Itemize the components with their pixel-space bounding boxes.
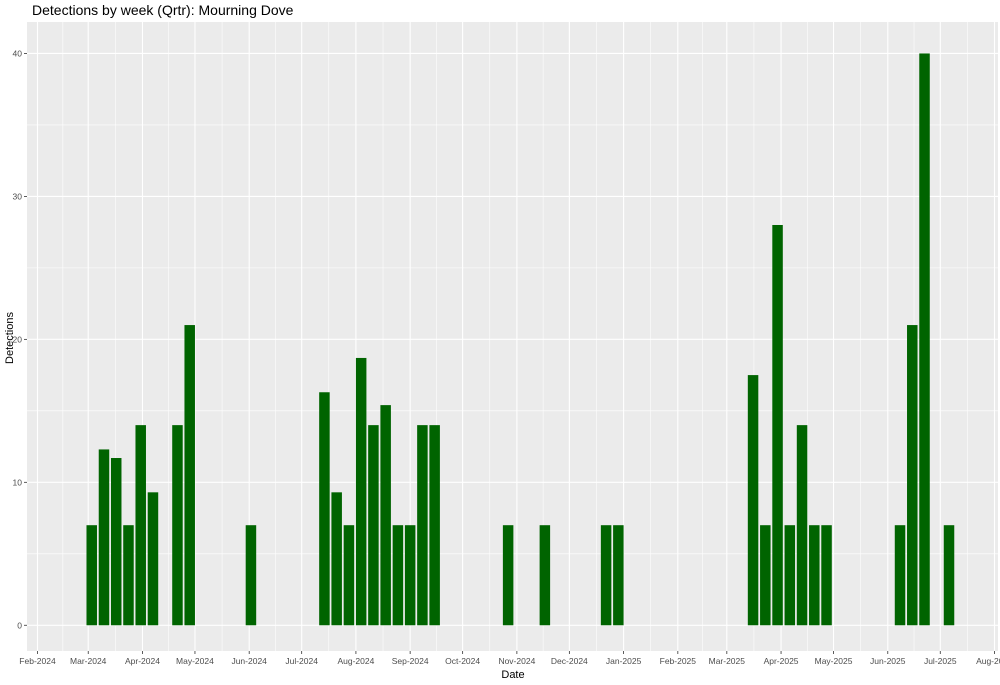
x-tick-label: Jun-2024 [231,656,267,666]
bar [760,525,771,626]
x-tick-label: Apr-2025 [764,656,799,666]
bar [539,525,551,626]
bar [613,525,624,626]
bar [331,492,342,626]
y-axis: 0 10 20 30 40 [13,48,27,630]
y-tick-label: 10 [13,477,23,487]
y-tick-label: 40 [13,48,23,58]
bar [894,525,906,626]
bar [907,325,918,626]
x-tick-label: Feb-2025 [660,656,697,666]
bar [380,405,391,626]
bar [368,425,379,626]
bar [429,425,440,626]
x-tick-label: Nov-2024 [498,656,535,666]
bar [319,392,330,626]
bar [821,525,832,626]
bar [784,525,796,626]
x-tick-label: Dec-2024 [551,656,588,666]
y-tick-label: 30 [13,191,23,201]
x-tick-label: Sep-2024 [392,656,429,666]
x-axis: Feb-2024 Mar-2024 Apr-2024 May-2024 Jun-2024… [19,651,1000,666]
bar [747,375,759,626]
bar [417,425,428,626]
bar [123,525,134,626]
x-tick-label: Apr-2024 [125,656,160,666]
y-tick-label: 0 [17,620,22,630]
bar [355,357,367,626]
bar [809,525,820,626]
bar [343,525,355,626]
x-tick-label: Oct-2024 [445,656,480,666]
bar [772,224,783,626]
x-tick-label: Jul-2024 [285,656,318,666]
x-tick-label: Feb-2024 [19,656,56,666]
x-tick-label: Aug-2024 [337,656,374,666]
x-axis-title: Date [501,669,524,681]
y-axis-title: Detections [4,312,16,364]
bar [919,53,930,626]
bar [184,325,195,626]
y-tick-label: 20 [13,334,23,344]
x-tick-label: Aug-2025 [976,656,1000,666]
bar [404,525,416,626]
x-tick-label: Jul-2025 [924,656,957,666]
bar [502,525,514,626]
bar [98,449,110,626]
bar [600,525,612,626]
x-tick-label: May-2024 [176,656,214,666]
x-tick-label: Jan-2025 [606,656,642,666]
bar [943,525,955,626]
chart-title: Detections by week (Qrtr): Mourning Dove [32,2,294,18]
bar [135,425,146,626]
bar [86,525,97,626]
bar [147,492,159,626]
bar [245,525,257,626]
bar [172,425,183,626]
bar [110,458,122,626]
x-tick-label: Jun-2025 [870,656,906,666]
bar [392,525,404,626]
x-tick-label: Mar-2024 [70,656,107,666]
bar [796,425,808,626]
bars [86,53,955,626]
x-tick-label: Mar-2025 [709,656,746,666]
x-tick-label: May-2025 [815,656,853,666]
